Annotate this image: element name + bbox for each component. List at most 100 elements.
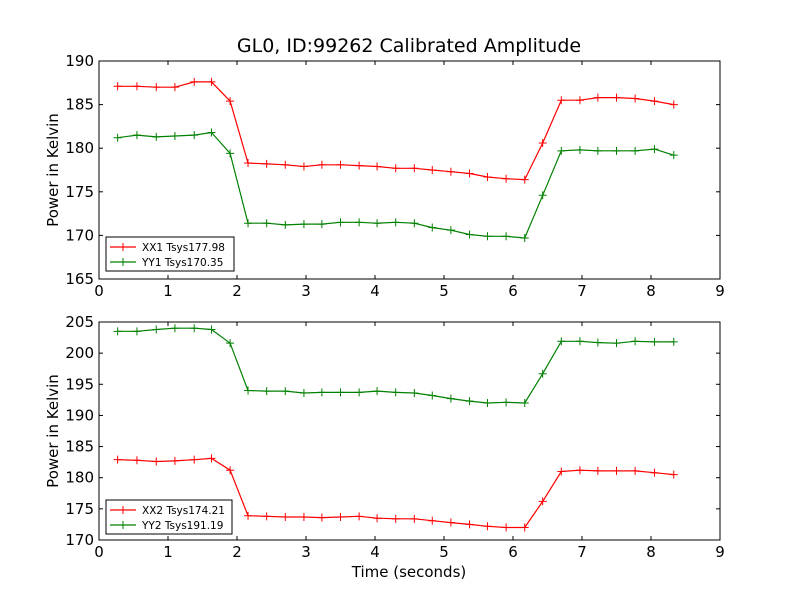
x-tick-label: 7 (577, 282, 587, 300)
data-point-marker (317, 220, 326, 229)
data-point-marker (244, 159, 253, 168)
data-point-marker (612, 466, 621, 475)
data-point-marker (575, 466, 584, 475)
data-point-marker (391, 388, 400, 397)
x-axis-label: Time (seconds) (351, 563, 467, 581)
data-point-marker (650, 145, 659, 154)
x-tick-label: 4 (370, 282, 380, 300)
data-point-marker (428, 223, 437, 232)
data-point-marker (538, 369, 547, 378)
data-point-marker (113, 455, 122, 464)
data-point-marker (669, 337, 678, 346)
data-point-marker (299, 512, 308, 521)
data-point-marker (226, 97, 235, 106)
data-point-marker (355, 388, 364, 397)
data-point-marker (262, 512, 271, 521)
x-tick-label: 5 (439, 543, 449, 561)
data-point-marker (446, 226, 455, 235)
plot-area-frame (98, 60, 721, 280)
data-point-marker (336, 512, 345, 521)
data-point-marker (593, 338, 602, 347)
x-tick-label: 2 (232, 282, 242, 300)
y-tick-label: 205 (65, 313, 94, 331)
data-point-marker (170, 456, 179, 465)
data-point-marker (170, 83, 179, 92)
bottom-subplot: 0 1 2 3 4 5 6 7 8 9 170 175 180 185 190 195 200 205 Power … (44, 313, 725, 561)
data-point-marker (113, 82, 122, 91)
data-point-marker (612, 146, 621, 155)
y-tick-label: 170 (65, 531, 94, 549)
data-point-marker (520, 175, 529, 184)
data-point-marker (190, 455, 199, 464)
data-point-marker (465, 169, 474, 178)
data-point-marker (669, 100, 678, 109)
x-tick-label: 0 (94, 282, 104, 300)
data-point-marker (483, 172, 492, 181)
data-point-marker (170, 131, 179, 140)
data-point-marker (132, 131, 141, 140)
data-point-marker (575, 96, 584, 105)
data-point-marker (502, 232, 511, 241)
data-point-marker (650, 468, 659, 477)
data-point-marker (465, 397, 474, 406)
data-point-marker (244, 511, 253, 520)
y-tick-label: 165 (65, 270, 94, 288)
data-point-marker (262, 159, 271, 168)
legend-swatch-marker (119, 506, 127, 514)
data-point-marker (132, 327, 141, 336)
data-point-marker (262, 219, 271, 228)
y-tick-label: 190 (65, 406, 94, 424)
data-point-marker (355, 161, 364, 170)
data-point-marker (593, 466, 602, 475)
data-point-marker (317, 160, 326, 169)
data-point-marker (207, 325, 216, 334)
legend-box (105, 499, 233, 535)
legend-entry: YY1 Tsys170.35 (141, 257, 223, 269)
data-point-marker (244, 219, 253, 228)
x-tick-label: 3 (301, 543, 311, 561)
legend-entry: XX2 Tsys174.21 (142, 505, 225, 517)
data-point-marker (428, 166, 437, 174)
data-point-marker (593, 146, 602, 155)
x-tick-label: 1 (163, 543, 173, 561)
data-point-marker (336, 218, 345, 227)
legend-swatch-marker (119, 243, 127, 251)
data-point-marker (631, 337, 640, 346)
x-tick-label: 8 (646, 282, 656, 300)
data-point-marker (650, 337, 659, 346)
data-point-marker (391, 218, 400, 227)
legend-swatch-marker (119, 258, 127, 266)
legend-swatch-marker (119, 521, 127, 529)
data-point-marker (355, 512, 364, 521)
data-point-marker (207, 454, 216, 463)
data-point-marker (631, 466, 640, 475)
plot-area-frame (98, 321, 721, 541)
data-point-marker (557, 467, 566, 476)
data-point-marker (373, 219, 382, 228)
data-point-marker (669, 470, 678, 479)
data-point-marker (446, 167, 455, 176)
legend: XX1 Tsys177.98 YY1 Tsys170.35 (105, 236, 235, 272)
data-point-marker (391, 164, 400, 173)
y-axis-label: Power in Kelvin (44, 374, 62, 488)
data-point-marker (391, 514, 400, 523)
data-point-marker (152, 457, 161, 466)
x-tick-label: 8 (646, 543, 656, 561)
data-point-marker (113, 327, 122, 336)
y-tick-label: 170 (65, 226, 94, 244)
data-point-marker (520, 234, 529, 243)
data-point-marker (557, 96, 566, 105)
data-point-marker (446, 394, 455, 403)
data-point-marker (207, 77, 216, 86)
data-point-marker (281, 160, 290, 169)
data-point-marker (410, 219, 419, 228)
data-point-marker (557, 146, 566, 155)
data-point-marker (612, 339, 621, 348)
legend-entry: XX1 Tsys177.98 (142, 242, 225, 254)
x-tick-label: 7 (577, 543, 587, 561)
x-tick-label: 2 (232, 543, 242, 561)
y-tick-label: 200 (65, 344, 94, 362)
data-point-marker (538, 138, 547, 147)
y-tick-label: 180 (65, 469, 94, 487)
